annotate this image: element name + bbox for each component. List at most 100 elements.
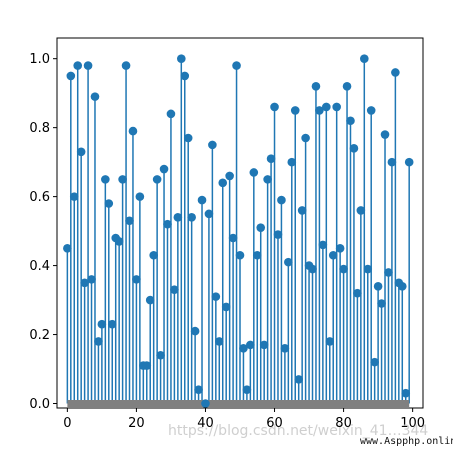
stem-marker bbox=[397, 281, 407, 291]
x-tick-label: 20 bbox=[128, 416, 145, 431]
stem-marker bbox=[145, 295, 155, 305]
stem-marker bbox=[301, 133, 310, 143]
stem-marker bbox=[318, 240, 328, 250]
stem-marker bbox=[363, 264, 373, 274]
stem-marker bbox=[235, 250, 245, 260]
stem-marker bbox=[211, 292, 221, 301]
stem-marker bbox=[349, 144, 359, 153]
stem-marker bbox=[197, 195, 207, 205]
plot-area bbox=[63, 54, 414, 408]
stem-marker bbox=[90, 92, 100, 101]
stem-marker bbox=[97, 319, 107, 329]
stem-marker bbox=[152, 175, 162, 184]
stem-marker bbox=[166, 109, 176, 119]
stem-marker bbox=[339, 264, 348, 274]
stem-marker bbox=[391, 68, 400, 77]
stem-marker bbox=[277, 195, 286, 205]
stem-marker bbox=[342, 81, 352, 91]
stem-marker bbox=[270, 102, 279, 112]
stem-marker bbox=[273, 230, 283, 239]
stem-marker bbox=[132, 275, 141, 284]
y-tick-label: 0.2 bbox=[29, 328, 50, 343]
stem-marker bbox=[263, 175, 272, 184]
stem-marker bbox=[170, 285, 179, 295]
site-credit: www.Aspphp.online bbox=[360, 436, 453, 447]
stem-marker bbox=[246, 340, 255, 350]
stem-marker bbox=[173, 213, 183, 222]
x-tick-label: 0 bbox=[63, 416, 71, 431]
stem-marker bbox=[294, 375, 303, 384]
stem-marker bbox=[373, 281, 383, 291]
stem-marker bbox=[311, 81, 321, 91]
x-tick-label: 80 bbox=[335, 416, 352, 431]
stem-marker bbox=[280, 344, 290, 353]
stem-marker bbox=[377, 299, 386, 308]
y-tick-label: 0.4 bbox=[29, 259, 50, 274]
stem-marker bbox=[177, 54, 186, 63]
stem-marker bbox=[194, 385, 203, 395]
stem-marker bbox=[259, 340, 269, 350]
stem-marker bbox=[287, 157, 297, 167]
stem-marker bbox=[201, 399, 210, 408]
y-tick-label: 0.0 bbox=[29, 397, 50, 412]
stem-marker bbox=[63, 244, 72, 253]
y-tick-label: 0.8 bbox=[29, 121, 50, 136]
stem-marker bbox=[353, 288, 362, 298]
stem-marker bbox=[208, 140, 217, 150]
stem-marker bbox=[83, 61, 93, 70]
stem-marker bbox=[80, 278, 89, 288]
stem-marker bbox=[346, 116, 355, 126]
stem-marker bbox=[94, 337, 103, 346]
stem-marker bbox=[232, 61, 241, 70]
stem-marker bbox=[284, 257, 293, 267]
stem-marker bbox=[190, 326, 200, 336]
stem-marker bbox=[256, 223, 266, 232]
stem-marker bbox=[242, 385, 252, 395]
stem-marker bbox=[297, 206, 307, 215]
stem-marker bbox=[380, 130, 390, 139]
stem-marker bbox=[360, 54, 369, 63]
stem-marker bbox=[214, 337, 224, 346]
stem-marker bbox=[118, 175, 127, 184]
stem-marker bbox=[315, 106, 324, 115]
stem-marker bbox=[104, 199, 114, 208]
watermark-text: https://blog.csdn.net/weixin_41…344 bbox=[168, 423, 429, 439]
stem-marker bbox=[266, 154, 276, 163]
stem-marker bbox=[66, 71, 76, 81]
stem-marker bbox=[142, 361, 152, 370]
stem-marker bbox=[325, 337, 335, 346]
stem-marker bbox=[114, 237, 124, 246]
stem-marker bbox=[387, 157, 397, 167]
stem-marker bbox=[249, 168, 259, 177]
stem-marker bbox=[125, 216, 134, 226]
stem-marker bbox=[87, 275, 96, 284]
stem-marker bbox=[322, 102, 331, 112]
stem-marker bbox=[163, 219, 172, 229]
stem-marker bbox=[404, 157, 414, 167]
stem-marker bbox=[252, 250, 262, 260]
stem-marker bbox=[401, 388, 411, 398]
stem-marker bbox=[332, 102, 341, 112]
stem-marker bbox=[366, 106, 376, 115]
stem-marker bbox=[73, 61, 83, 70]
stem-marker bbox=[76, 147, 86, 157]
x-tick-label: 60 bbox=[266, 416, 283, 431]
stem-marker bbox=[149, 250, 158, 260]
y-tick-label: 1.0 bbox=[29, 52, 50, 67]
axes-frame bbox=[56, 37, 424, 409]
stem-marker bbox=[204, 209, 214, 219]
stem-marker bbox=[156, 350, 165, 360]
stem-marker bbox=[228, 233, 238, 243]
x-tick-label: 40 bbox=[197, 416, 214, 431]
stem-marker bbox=[101, 175, 110, 184]
stem-marker bbox=[384, 268, 393, 277]
stem-marker bbox=[107, 319, 117, 329]
stem-marker bbox=[328, 250, 338, 260]
stem-marker bbox=[218, 178, 228, 188]
stem-marker bbox=[356, 206, 366, 215]
y-tick-label: 0.6 bbox=[29, 190, 50, 205]
stem-marker bbox=[159, 164, 169, 174]
stem-marker bbox=[180, 71, 190, 81]
stem-marker bbox=[183, 133, 193, 143]
